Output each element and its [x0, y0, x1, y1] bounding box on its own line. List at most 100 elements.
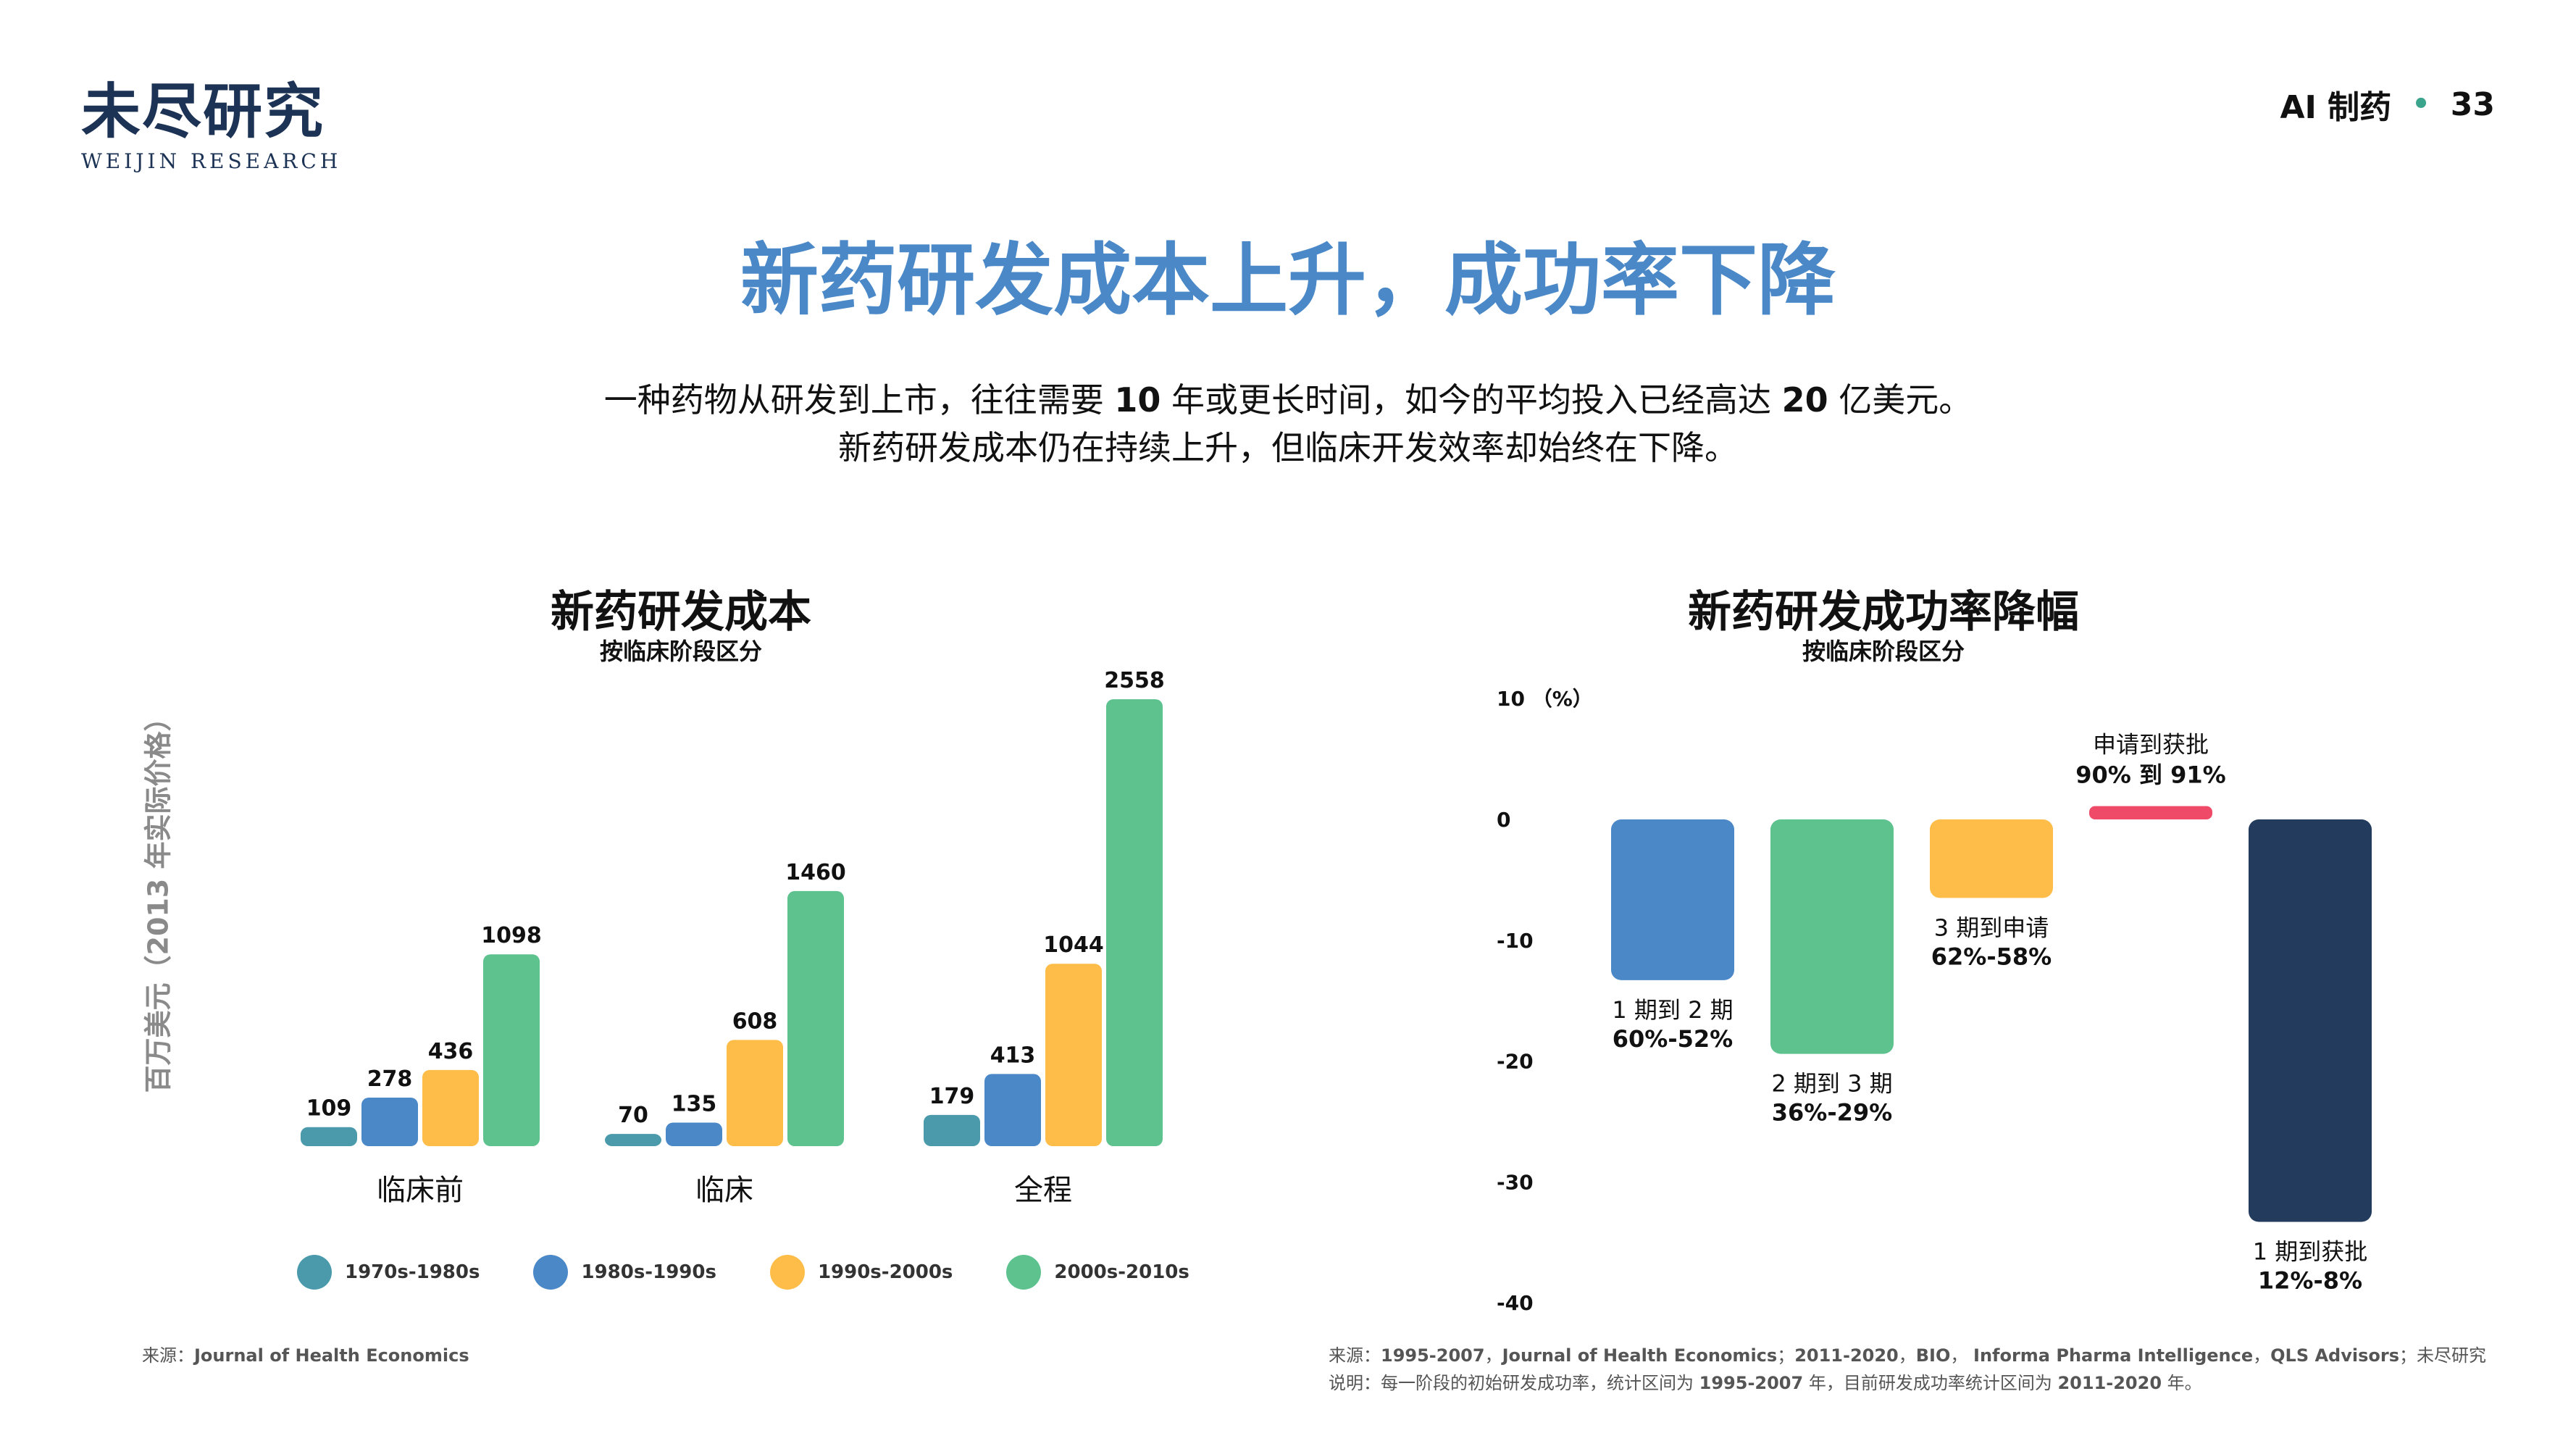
source-part: Journal of Health Economics — [1502, 1345, 1778, 1366]
left-chart-subtitle: 按临床阶段区分 — [599, 638, 762, 665]
rate-bar-label: 申请到获批 — [2093, 731, 2209, 759]
page-header: AI 制药 • 33 — [2280, 81, 2495, 128]
brand-logo: 未尽研究 WEIJIN RESEARCH — [81, 78, 341, 173]
legend-label: 1970s-1980s — [345, 1261, 480, 1283]
source-sep: ， — [1898, 1345, 1916, 1366]
cost-bar — [422, 1069, 479, 1146]
left-source-note: 来源：Journal of Health Economics — [142, 1342, 469, 1369]
legend-item: 1980s-1990s — [533, 1255, 716, 1290]
left-chart-title: 新药研发成本 — [551, 587, 811, 638]
cost-bar — [605, 1134, 661, 1146]
cost-bar — [924, 1114, 980, 1146]
rate-bar-label: 2 期到 3 期 — [1771, 1070, 1892, 1098]
cost-bar — [984, 1074, 1041, 1146]
cost-category-label: 临床前 — [377, 1174, 464, 1207]
rate-y-tick-label: -20 — [1497, 1050, 1534, 1074]
rate-bar — [2089, 806, 2212, 819]
logo-chinese: 未尽研究 — [81, 77, 325, 146]
legend-item: 1970s-1980s — [297, 1255, 480, 1290]
rate-y-tick-label: -30 — [1497, 1170, 1534, 1194]
cost-data-label: 1098 — [481, 923, 542, 948]
source-part: BIO — [1915, 1345, 1951, 1366]
legend-swatch — [533, 1255, 569, 1290]
cost-bar — [1045, 964, 1102, 1146]
rate-bar-value: 36%-29% — [1772, 1099, 1892, 1127]
source-part: 1995-2007 — [1381, 1345, 1485, 1366]
subtitle-number: 20 — [1781, 380, 1828, 419]
source-sep: ， — [1484, 1345, 1502, 1366]
cost-data-label: 608 — [732, 1009, 778, 1034]
rate-bar — [2249, 819, 2372, 1222]
page-number: 33 — [2450, 85, 2495, 123]
rate-y-tick-label: -40 — [1497, 1291, 1534, 1315]
cost-data-label: 1044 — [1043, 932, 1104, 958]
cost-data-label: 413 — [990, 1043, 1036, 1068]
logo-english: WEIJIN RESEARCH — [81, 149, 342, 173]
cost-bar — [666, 1122, 722, 1146]
rate-y-tick-label: 0 — [1497, 808, 1510, 832]
legend-swatch — [1006, 1255, 1042, 1290]
rate-bar-value: 90% 到 91% — [2075, 761, 2225, 789]
cost-category-label: 全程 — [1014, 1174, 1072, 1207]
note-part: 1995-2007 — [1699, 1373, 1804, 1393]
cost-bar — [361, 1097, 418, 1146]
subtitle-line-1: 一种药物从研发到上市，往往需要 10 年或更长时间，如今的平均投入已经高达 20… — [0, 377, 2576, 423]
source-sep: ；未尽研究 — [2399, 1345, 2486, 1366]
subtitle-number: 10 — [1114, 380, 1161, 419]
cost-data-label: 179 — [929, 1084, 975, 1109]
source-prefix: 来源： — [142, 1345, 194, 1366]
cost-data-label: 1460 — [785, 860, 846, 885]
source-sep: ； — [1777, 1345, 1795, 1366]
legend-swatch — [297, 1255, 332, 1290]
legend-item: 1990s-2000s — [769, 1255, 953, 1290]
legend-label: 1990s-2000s — [817, 1261, 953, 1283]
rate-bar-label: 3 期到申请 — [1934, 914, 2049, 941]
rate-bar-label: 1 期到获批 — [2253, 1237, 2368, 1265]
cost-data-label: 278 — [367, 1066, 413, 1092]
source-part: 2011-2020 — [1794, 1345, 1899, 1366]
source-sep: ， — [2253, 1345, 2271, 1366]
right-chart-subtitle: 按临床阶段区分 — [1802, 638, 1965, 665]
rate-bar — [1611, 819, 1734, 980]
cost-bar — [483, 954, 540, 1146]
legend-item: 2000s-2010s — [1006, 1255, 1189, 1290]
cost-data-label: 2558 — [1104, 668, 1165, 693]
cost-data-label: 109 — [306, 1096, 352, 1122]
source-prefix: 来源： — [1329, 1345, 1381, 1366]
cost-bar — [727, 1040, 783, 1146]
right-source-note: 来源：1995-2007，Journal of Health Economics… — [1329, 1342, 2486, 1369]
rate-bar-value: 12%-8% — [2258, 1266, 2362, 1294]
separator-dot: • — [2412, 88, 2430, 121]
cost-data-label: 70 — [618, 1103, 648, 1128]
legend-label: 2000s-2010s — [1054, 1261, 1189, 1283]
note-part: 2011-2020 — [2057, 1373, 2162, 1393]
cost-data-label: 436 — [428, 1039, 474, 1064]
right-chart-title: 新药研发成功率降幅 — [1688, 587, 2079, 638]
cost-bar — [301, 1127, 357, 1146]
rate-bar-label: 1 期到 2 期 — [1612, 996, 1733, 1024]
subtitle-text: 年或更长时间，如今的平均投入已经高达 — [1161, 380, 1782, 419]
rate-y-tick-label: 10 （%） — [1497, 687, 1593, 711]
rate-bar-value: 60%-52% — [1613, 1025, 1733, 1053]
section-name: AI 制药 — [2280, 89, 2392, 126]
cost-bar — [1106, 699, 1163, 1146]
legend-swatch — [769, 1255, 805, 1290]
note-text: 年，目前研发成功率统计区间为 — [1803, 1373, 2058, 1393]
rate-bar — [1930, 819, 2053, 898]
rate-y-tick-label: -10 — [1497, 929, 1534, 953]
note-text: 说明：每一阶段的初始研发成功率，统计区间为 — [1329, 1373, 1699, 1393]
subtitle-text: 亿美元。 — [1828, 380, 1973, 419]
right-method-note: 说明：每一阶段的初始研发成功率，统计区间为 1995-2007 年，目前研发成功… — [1329, 1369, 2202, 1397]
cost-bar — [787, 890, 844, 1146]
page-title: 新药研发成本上升，成功率下降 — [740, 235, 1836, 326]
subtitle-text: 一种药物从研发到上市，往往需要 — [603, 380, 1115, 419]
legend-label: 1980s-1990s — [581, 1261, 716, 1283]
cost-data-label: 135 — [672, 1091, 717, 1116]
note-text: 年。 — [2162, 1373, 2202, 1393]
rate-bar — [1770, 819, 1894, 1054]
rate-bar-value: 62%-58% — [1931, 943, 2052, 970]
source-text: Journal of Health Economics — [194, 1345, 469, 1366]
subtitle-line-2: 新药研发成本仍在持续上升，但临床开发效率却始终在下降。 — [838, 428, 1738, 467]
left-chart-legend: 1970s-1980s 1980s-1990s 1990s-2000s 2000… — [297, 1255, 1243, 1290]
